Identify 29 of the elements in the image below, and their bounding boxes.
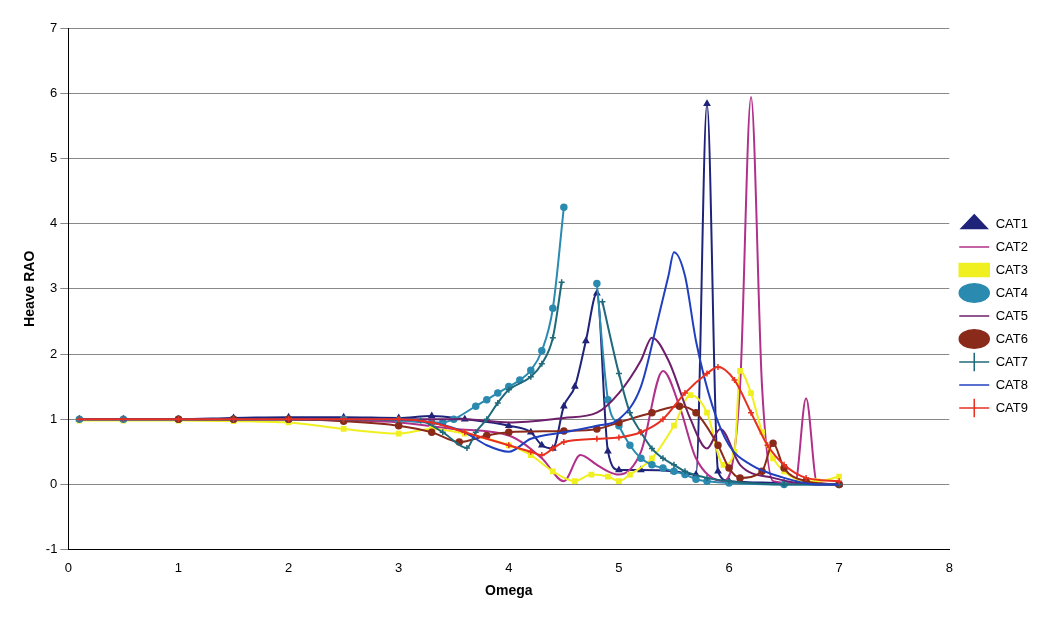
y-tick-label: 0 <box>50 475 58 491</box>
legend-label: CAT6 <box>995 330 1028 346</box>
x-tick-label: 7 <box>835 559 843 575</box>
legend-label: CAT2 <box>995 238 1028 254</box>
y-tick-label: 1 <box>50 410 58 426</box>
legend-label: CAT9 <box>995 399 1028 415</box>
x-tick-label: 2 <box>284 559 293 575</box>
legend-label: CAT8 <box>995 376 1028 392</box>
x-tick-label: 8 <box>945 559 953 575</box>
x-tick-label: 5 <box>615 559 623 575</box>
y-tick-label: 4 <box>50 215 58 231</box>
y-tick-label: 3 <box>50 280 58 296</box>
x-tick-label: 4 <box>505 559 513 575</box>
legend-label: CAT3 <box>995 261 1028 277</box>
x-tick-label: 0 <box>64 559 72 575</box>
x-tick-label: 1 <box>174 559 183 575</box>
y-tick-label: 2 <box>50 345 58 361</box>
legend-label: CAT5 <box>995 307 1028 323</box>
legend-label: CAT7 <box>995 353 1028 369</box>
y-tick-label: 7 <box>50 19 58 35</box>
x-tick-label: 3 <box>395 559 403 575</box>
legend-label: CAT4 <box>995 284 1028 300</box>
y-tick-label: -1 <box>45 541 58 557</box>
x-tick-label: 6 <box>725 559 733 575</box>
x-axis-title: Omega <box>485 582 533 599</box>
legend-label: CAT1 <box>995 215 1028 231</box>
y-axis-title: Heave RAO <box>21 250 38 327</box>
y-tick-label: 6 <box>50 84 58 100</box>
y-tick-label: 5 <box>50 149 58 165</box>
